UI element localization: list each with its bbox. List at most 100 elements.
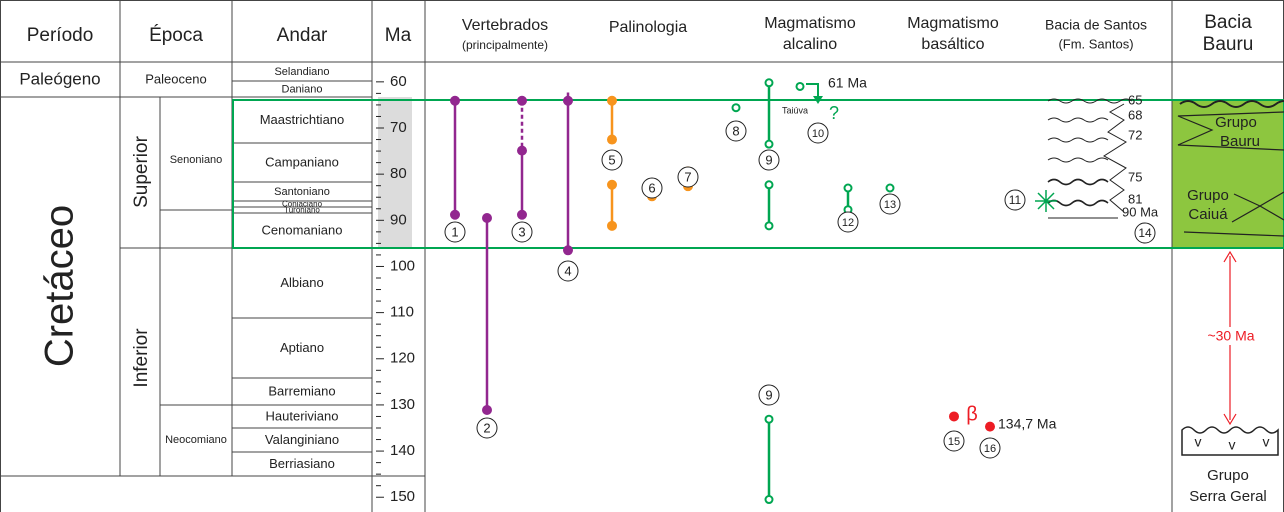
tick-label: 80 [390, 165, 407, 182]
point [518, 211, 526, 219]
age-label: 61 Ma [828, 75, 867, 91]
point [845, 185, 852, 192]
lava-symbol: v [1263, 434, 1270, 450]
tick-label: 130 [390, 396, 415, 413]
record-label-text: 2 [483, 420, 490, 435]
header: Magmatismo [764, 15, 856, 32]
unit-label: Grupo [1207, 467, 1249, 484]
unit-label: Grupo [1215, 114, 1257, 131]
stage: Valanginiano [265, 432, 339, 447]
header: Período [27, 25, 94, 46]
lava-symbol: v [1229, 437, 1236, 453]
point [766, 141, 773, 148]
point [608, 97, 616, 105]
record-label-text: 13 [884, 199, 896, 211]
record-label-text: 15 [948, 436, 960, 448]
tick-label: 150 [390, 488, 415, 505]
header: Bacia [1204, 12, 1252, 33]
record-label-text: 11 [1009, 193, 1022, 207]
record-label-text: 16 [984, 443, 996, 455]
record-label-text: 14 [1138, 226, 1152, 240]
tick-label: 110 [390, 304, 414, 321]
stage: Santoniano [274, 186, 330, 198]
age-label: 68 [1128, 107, 1142, 122]
point [564, 246, 572, 254]
point [608, 181, 616, 189]
point [766, 181, 773, 188]
point [608, 222, 616, 230]
age-label: 75 [1128, 169, 1142, 184]
point [483, 214, 491, 222]
point [887, 185, 894, 192]
stage: Berriasiano [269, 456, 335, 471]
star [1035, 190, 1057, 212]
point [797, 83, 804, 90]
gap-label: ~30 Ma [1207, 328, 1254, 344]
stage: Turoniano [284, 206, 320, 215]
point [766, 222, 773, 229]
epoch: Senoniano [170, 154, 223, 166]
record-label-text: 1 [451, 224, 458, 239]
period: Cretáceo [38, 205, 82, 367]
stage: Aptiano [280, 340, 324, 355]
unit-label: Bauru [1220, 133, 1260, 150]
age-label: 72 [1128, 127, 1142, 142]
header: Bacia de Santos [1045, 17, 1147, 33]
epoch: Inferior [131, 328, 152, 388]
header: alcalino [783, 36, 837, 53]
point [950, 412, 958, 420]
record-label-text: 8 [732, 123, 739, 138]
age-label: 134,7 Ma [998, 416, 1057, 432]
beta: β [966, 403, 978, 425]
stage: Albiano [280, 275, 323, 290]
lava-symbol: v [1195, 434, 1202, 450]
unit-label: Caiuá [1188, 206, 1228, 223]
header: Bauru [1203, 34, 1254, 55]
tick-label: 60 [390, 73, 407, 90]
record-label-text: 10 [812, 128, 824, 140]
header-sub: (principalmente) [462, 38, 548, 52]
age-label: 90 Ma [1122, 204, 1159, 219]
stage: Campaniano [265, 154, 339, 169]
stage: Hauteriviano [266, 408, 339, 423]
tick-label: 100 [390, 257, 415, 274]
header: Palinologia [609, 19, 687, 36]
point [483, 406, 491, 414]
record-label-text: 12 [842, 217, 854, 229]
record-label-text: 6 [648, 180, 655, 195]
unit-label: Serra Geral [1189, 488, 1267, 505]
point [518, 97, 526, 105]
header: basáltico [921, 36, 984, 53]
point [766, 496, 773, 503]
point [986, 423, 994, 431]
point [451, 211, 459, 219]
epoch: Neocomiano [165, 434, 227, 446]
record-label-text: 9 [765, 152, 772, 167]
tick-label: 140 [390, 442, 415, 459]
header: Época [149, 25, 203, 46]
query: ? [829, 103, 839, 123]
header: Vertebrados [462, 17, 548, 34]
unit-label: Grupo [1187, 187, 1229, 204]
tick-label: 70 [390, 119, 407, 136]
point [564, 97, 572, 105]
point [766, 79, 773, 86]
epoch: Paleoceno [145, 71, 206, 86]
point [451, 97, 459, 105]
header: Ma [385, 25, 412, 46]
point [733, 104, 740, 111]
point [518, 147, 526, 155]
record-label-text: 3 [518, 224, 525, 239]
stage: Daniano [282, 83, 323, 95]
epoch: Superior [131, 135, 152, 207]
tick-label: 120 [390, 350, 415, 367]
period: Paleógeno [19, 69, 100, 88]
header: Magmatismo [907, 15, 999, 32]
record-label-text: 9 [765, 387, 772, 402]
place-label: Taiúva [782, 105, 808, 115]
stage: Maastrichtiano [260, 112, 345, 127]
record-label-text: 5 [608, 152, 615, 167]
stage: Cenomaniano [262, 222, 343, 237]
stratigraphic-chart: Período Época Andar Ma Vertebrados (prin… [0, 0, 1284, 512]
point [608, 136, 616, 144]
